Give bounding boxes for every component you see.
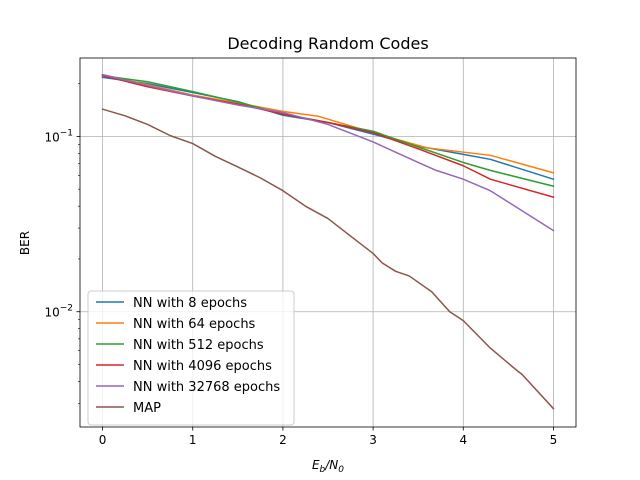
legend-label: NN with 8 epochs — [133, 296, 247, 311]
series-line-5 — [101, 108, 555, 410]
legend-box — [87, 290, 295, 426]
axes-border — [79, 57, 577, 428]
chart-title: Decoding Random Codes — [227, 34, 428, 53]
x-tick-label: 3 — [369, 433, 377, 447]
x-tick-label: 5 — [550, 433, 558, 447]
series-lines — [101, 73, 555, 410]
x-tick-label: 4 — [459, 433, 467, 447]
legend: NN with 8 epochs NN with 64 epochs NN with… — [87, 290, 295, 426]
y-axis-label: BER — [18, 231, 32, 255]
legend-label: NN with 4096 epochs — [133, 359, 272, 374]
x-tick-label: 2 — [279, 433, 287, 447]
x-tick-label: 1 — [189, 433, 197, 447]
x-axis-label: Eb/N0 — [312, 458, 344, 475]
y-tick-label: 10−2 — [44, 304, 73, 320]
y-tick-label: 10−1 — [44, 128, 73, 144]
series-line-4 — [101, 73, 555, 232]
y-axis: 10−1 10−2 — [44, 83, 80, 404]
legend-label: NN with 512 epochs — [133, 338, 264, 353]
axes-frame — [79, 57, 577, 428]
series-line-1 — [101, 73, 555, 174]
legend-label: NN with 32768 epochs — [133, 380, 280, 395]
x-axis: 0 1 2 3 4 5 — [99, 427, 558, 447]
x-tick-label: 0 — [99, 433, 107, 447]
legend-label: MAP — [133, 401, 161, 416]
legend-label: NN with 64 epochs — [133, 317, 256, 332]
